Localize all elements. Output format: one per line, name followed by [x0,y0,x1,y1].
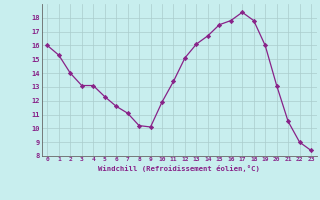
X-axis label: Windchill (Refroidissement éolien,°C): Windchill (Refroidissement éolien,°C) [98,165,260,172]
